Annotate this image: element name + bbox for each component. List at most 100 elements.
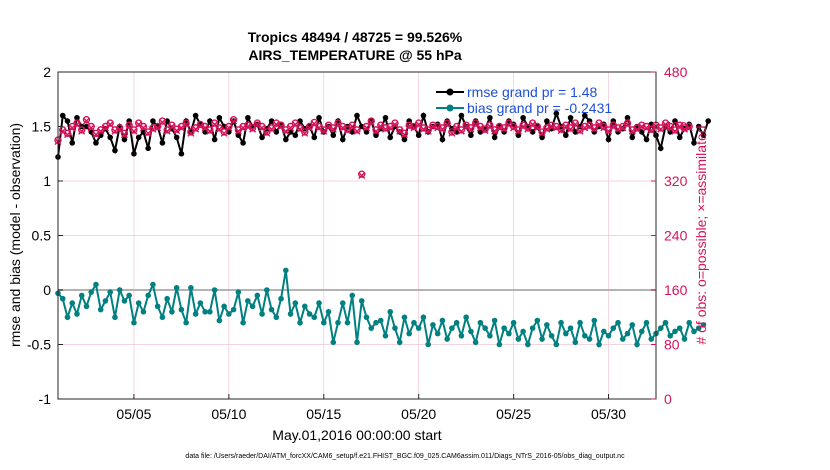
rmse-point (487, 114, 493, 121)
bias-point (444, 336, 450, 342)
bias-point (525, 341, 531, 348)
obs-assimilated-point (301, 129, 309, 137)
obs-possible-point (291, 119, 300, 127)
bias-point (121, 298, 128, 304)
obs-possible-point (438, 124, 447, 132)
bias-point (354, 339, 360, 346)
obs-assimilated-point (581, 124, 589, 132)
obs-assimilated-point (391, 120, 399, 128)
chart-subtitle: AIRS_TEMPERATURE @ 55 hPa (248, 47, 462, 63)
obs-assimilated-point (82, 117, 90, 125)
bias-point (648, 336, 655, 342)
bias-point (572, 339, 579, 346)
bias-point (624, 330, 631, 337)
obs-possible-point (125, 121, 133, 129)
obs-assimilated-point (92, 131, 100, 139)
obs-assimilated-point (334, 120, 342, 128)
data-file-footnote: data file: /Users/raeder/DAI/ATM_forcXX/… (185, 453, 625, 460)
rmse-point (178, 150, 185, 157)
rmse-point (629, 134, 636, 141)
obs-assimilated-point (68, 124, 76, 132)
obs-possible-point (115, 124, 124, 132)
obs-possible-point (229, 115, 238, 124)
bias-point (373, 319, 379, 326)
rmse-point (112, 147, 118, 154)
obs-assimilated-point (443, 120, 451, 128)
bias-point (192, 311, 199, 317)
obs-assimilated-point (386, 124, 394, 132)
y2-tick-label: 400 (664, 119, 688, 135)
obs-assimilated-point (571, 120, 579, 128)
legend-bias-label: bias grand pr = -0.2431 (467, 100, 612, 116)
x-tick-label: 05/15 (306, 406, 341, 422)
obs-assimilated-point (529, 120, 537, 128)
bias-point (453, 319, 460, 326)
bias-point (411, 319, 417, 326)
rmse-point (93, 140, 99, 146)
bias-point (254, 292, 261, 299)
obs-assimilated-point (543, 125, 551, 133)
obs-assimilated-point (234, 127, 242, 135)
bias-point (358, 298, 365, 304)
bias-point (273, 314, 280, 321)
bias-point (672, 328, 678, 335)
rmse-point (458, 112, 465, 119)
obs-possible-point (201, 122, 209, 131)
bias-point (544, 322, 550, 328)
bias-point (468, 328, 474, 335)
obs-possible-point (528, 119, 537, 127)
obs-assimilated-point (220, 129, 228, 137)
obs-assimilated-point (201, 124, 209, 132)
bias-point (506, 330, 512, 337)
rmse-point (539, 134, 545, 141)
obs-possible-point (296, 124, 304, 132)
bias-point (700, 322, 707, 328)
obs-assimilated-point (510, 124, 518, 132)
obs-possible-point (471, 119, 480, 127)
bias-point (638, 328, 645, 335)
obs-assimilated-point (63, 131, 71, 139)
obs-possible-point (362, 122, 371, 131)
bias-point (686, 319, 693, 326)
legend: rmse grand pr = 1.48 bias grand pr = -0.… (436, 84, 612, 116)
axis-ticks: -1 -0.5 0 0.5 1 1.5 2 0 80 160 240 320 400 480 05/05 05… (27, 64, 688, 422)
obs-assimilated-point (624, 120, 632, 128)
obs-assimilated-point (448, 129, 456, 137)
x-axis-label: May.01,2016 00:00:00 start (272, 427, 442, 443)
bias-point (382, 332, 389, 339)
obs-assimilated-point (367, 118, 375, 126)
rmse-point (121, 136, 128, 143)
obs-assimilated-point (97, 127, 105, 135)
bias-point (221, 303, 227, 310)
bias-point (529, 325, 536, 331)
obs-assimilated-point (680, 125, 688, 133)
obs-assimilated-point (139, 124, 147, 132)
bias-point (335, 319, 341, 326)
obs-assimilated-point (325, 123, 333, 130)
bias-point (396, 339, 403, 346)
rmse-point (468, 132, 474, 139)
obs-assimilated-point (377, 123, 385, 130)
bias-point (463, 314, 469, 321)
rmse-point (131, 150, 137, 157)
y-tick-label: 0.5 (32, 228, 52, 244)
rmse-point (705, 118, 712, 124)
bias-point (116, 287, 123, 293)
obs-assimilated-point (614, 125, 622, 133)
bias-point (449, 325, 455, 331)
obs-possible-point (443, 119, 451, 127)
obs-assimilated-point (130, 127, 138, 135)
obs-assimilated-point (225, 124, 233, 132)
obs-assimilated-point (429, 123, 437, 130)
bias-point (112, 314, 118, 321)
series-layer (54, 110, 712, 349)
obs-assimilated-point (87, 124, 95, 132)
obs-possible-point (505, 119, 513, 127)
obs-assimilated-point (400, 131, 408, 139)
y-tick-label: -0.5 (27, 337, 51, 353)
bias-point (287, 311, 294, 317)
bias-point (392, 325, 398, 331)
y-tick-label: -1 (39, 391, 52, 407)
bias-point (197, 300, 204, 306)
obs-assimilated-point (149, 125, 157, 133)
